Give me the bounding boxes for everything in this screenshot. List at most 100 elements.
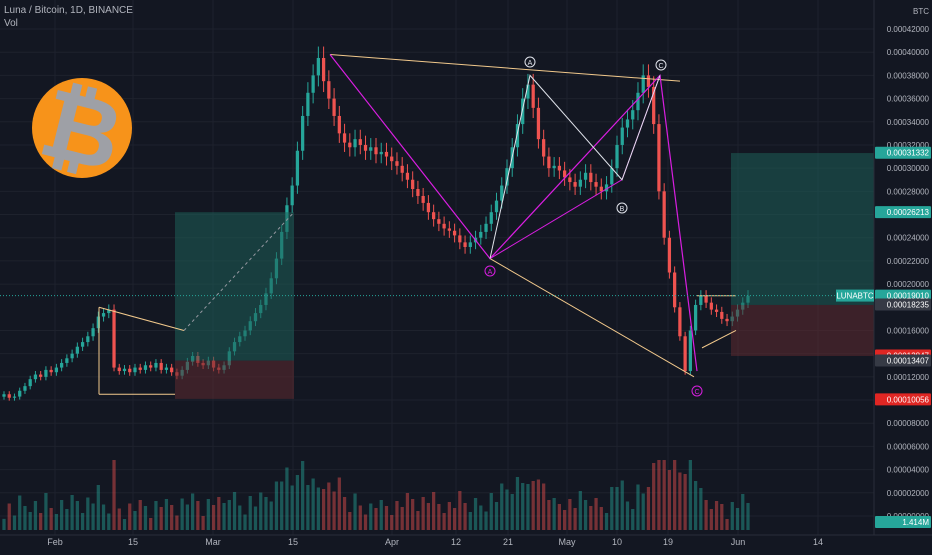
volume-bar — [154, 501, 158, 530]
candle-body — [170, 367, 174, 373]
volume-bar — [358, 505, 362, 530]
candle-body — [583, 172, 588, 180]
volume-bar — [631, 509, 635, 530]
volume-bar — [411, 499, 415, 530]
loss-zone-left — [175, 360, 294, 399]
volume-bar — [321, 489, 326, 530]
price-tick-label: 0.00032000 — [887, 141, 930, 150]
candle-body — [44, 369, 48, 377]
candle-body — [164, 367, 169, 370]
volume-bar — [505, 489, 509, 530]
candle-body — [49, 369, 53, 373]
profit-zone-left — [175, 212, 294, 361]
volume-bar — [80, 513, 85, 530]
volume-badge-text: 1.414M — [902, 518, 929, 527]
time-tick-label: Apr — [385, 537, 399, 547]
volume-bar — [206, 499, 210, 530]
volume-bar — [604, 513, 609, 530]
volume-bar — [610, 487, 614, 530]
volume-bar — [536, 479, 541, 530]
candle-body — [699, 295, 703, 305]
volume-bar — [510, 494, 514, 530]
volume-bar — [646, 487, 651, 530]
tp-short-badge — [875, 206, 931, 219]
candle-body — [107, 309, 111, 314]
loss-zone-right — [731, 304, 874, 356]
volume-bar — [725, 519, 729, 530]
current-price-badge-text: 0.00019010 — [887, 292, 930, 301]
candle-body — [515, 124, 520, 148]
volume-bar — [463, 503, 467, 530]
volume-bar — [227, 500, 231, 530]
candle-body — [337, 115, 341, 134]
candle-body — [678, 307, 682, 337]
volume-bar — [75, 501, 79, 530]
wedge-lower-line — [701, 330, 737, 349]
volume-bar — [547, 500, 551, 530]
candle-body — [363, 144, 368, 151]
volume-bar — [395, 501, 399, 530]
volume-bar — [479, 505, 483, 530]
time-tick-label: 15 — [288, 537, 298, 547]
volume-bar — [316, 487, 320, 530]
volume-bar — [159, 507, 163, 530]
time-tick-label: May — [558, 537, 576, 547]
time-tick-label: 14 — [813, 537, 823, 547]
volume-bar — [620, 480, 624, 530]
wave-b-marker-label: B — [620, 206, 625, 213]
volume-bar — [699, 488, 703, 530]
candle-body — [615, 144, 619, 169]
volume-bar — [44, 493, 48, 530]
volume-bar — [599, 507, 603, 530]
candle-body — [411, 179, 415, 190]
volume-bar — [101, 504, 106, 530]
candle-body — [400, 165, 404, 173]
volume-bar — [405, 493, 410, 530]
candle-body — [557, 165, 562, 171]
volume-bar — [122, 519, 127, 530]
candle-body — [452, 230, 457, 236]
price-axis-bg — [874, 0, 932, 550]
entry-badge — [875, 298, 931, 311]
candle-body — [348, 142, 352, 148]
candle-body — [573, 182, 577, 187]
stop-short-badge-text: 0.00010056 — [887, 395, 930, 404]
volume-bar — [2, 518, 6, 530]
candle-body — [693, 304, 698, 331]
candle-body — [70, 353, 74, 359]
volume-bar — [7, 503, 11, 530]
time-tick-label: Mar — [205, 537, 221, 547]
volume-bar — [557, 504, 562, 530]
volume-bar — [264, 497, 268, 530]
candle-body — [536, 107, 541, 140]
bitcoin-logo-circle — [32, 78, 132, 178]
candle-body — [562, 170, 567, 178]
candle-body — [395, 161, 399, 166]
volume-bar — [280, 481, 284, 530]
volume-bar — [18, 495, 22, 530]
candle-body — [65, 358, 69, 363]
volume-bar — [369, 503, 373, 530]
price-tick-label: 0.00020000 — [887, 280, 930, 289]
candle-body — [379, 151, 383, 155]
candle-body — [358, 139, 362, 145]
volume-bar — [12, 515, 17, 530]
candle-body — [704, 295, 708, 303]
candle-body — [332, 98, 336, 116]
price-tick-label: 0.00028000 — [887, 187, 930, 196]
candle-body — [112, 309, 116, 368]
volume-bar — [636, 484, 640, 530]
volume-bar — [720, 504, 724, 530]
volume-bar — [306, 485, 310, 530]
price-tick-label: 0.00034000 — [887, 118, 930, 127]
symbol-tag — [836, 289, 874, 302]
wave-c-top-marker-label: C — [658, 63, 663, 70]
volume-bar — [285, 467, 289, 530]
candle-body — [159, 362, 163, 370]
volume-bar — [442, 513, 446, 530]
price-tick-label: 0.00024000 — [887, 234, 930, 243]
tp-short-badge-text: 0.00026213 — [887, 208, 930, 217]
volume-bar — [54, 514, 59, 530]
